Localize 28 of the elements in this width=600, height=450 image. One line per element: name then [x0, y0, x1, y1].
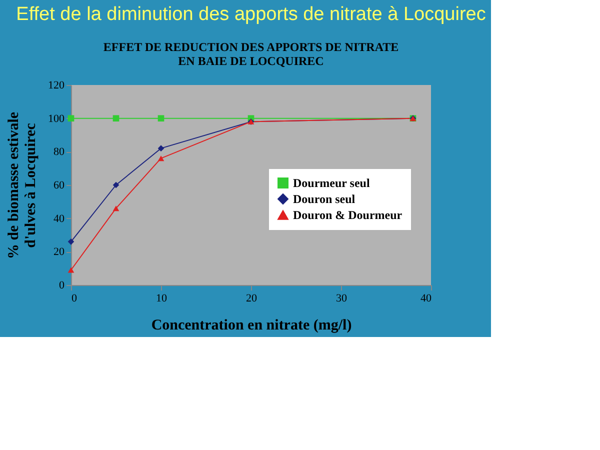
point	[158, 156, 164, 162]
point	[112, 115, 120, 122]
point	[112, 206, 120, 212]
y-tick-label: 60	[54, 180, 65, 192]
x-tick-label: 10	[156, 292, 168, 304]
y-tick-label: 20	[54, 246, 65, 258]
point	[68, 238, 74, 245]
x-tick-label: 0	[72, 292, 78, 304]
x-axis-title: Concentration en nitrate (mg/l)	[151, 318, 352, 334]
y-tick-label: 120	[48, 80, 65, 92]
y-tick-label: 100	[48, 112, 65, 125]
chart-subtitle: EFFET DE REDUCTION DES APPORTS DE NITRATE EN BAIE DE LOCQUIREC	[103, 40, 399, 68]
y-tick-label: 0	[59, 280, 65, 292]
legend-label: Douron seul	[293, 192, 356, 206]
legend-label: Dourmeur seul	[293, 176, 370, 190]
point	[68, 115, 74, 122]
y-tick-label: 80	[54, 146, 65, 158]
point	[68, 267, 74, 273]
point	[158, 145, 164, 152]
x-tick-label: 30	[336, 292, 348, 304]
chart-title: Effet de la diminution des apports de nitrate à Locquirec	[16, 4, 486, 25]
y-tick-label: 40	[54, 212, 65, 225]
point	[158, 115, 164, 122]
x-tick-label: 40	[420, 292, 432, 304]
y-axis-title: % de biomasse estivale d'ulves à Locquirec	[6, 112, 39, 260]
point	[112, 182, 120, 188]
x-tick-label: 20	[246, 292, 258, 304]
legend-label: Douron & Dourmeur	[293, 208, 403, 222]
